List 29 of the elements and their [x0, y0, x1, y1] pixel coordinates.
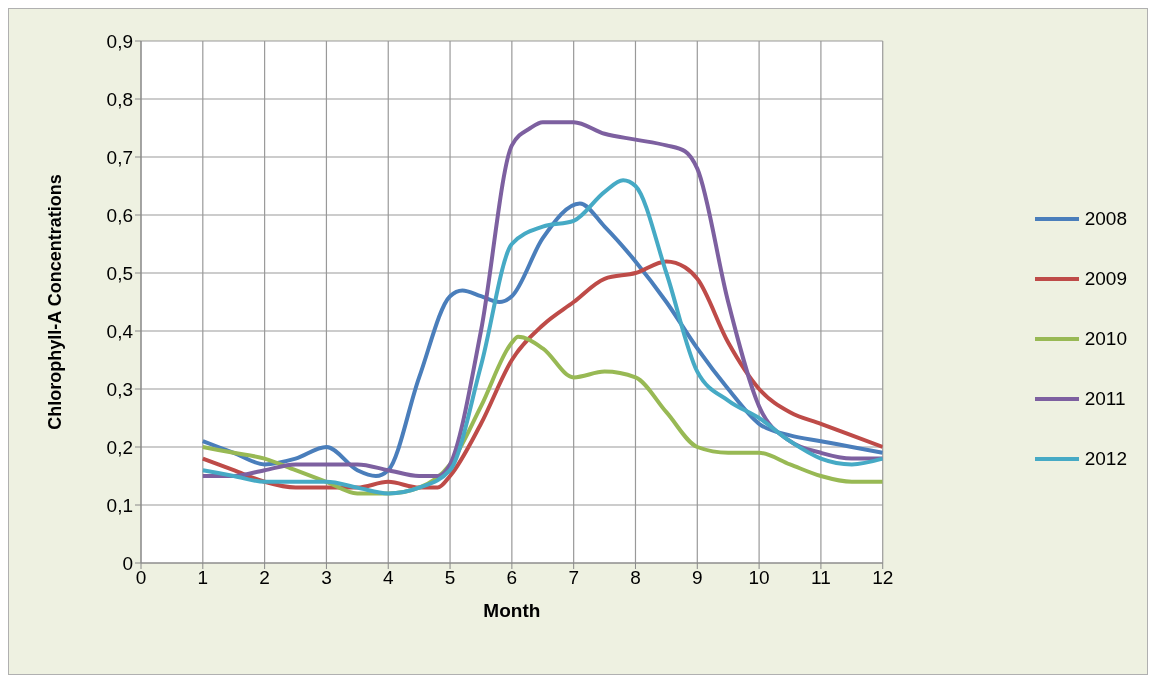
- x-tick-label: 5: [444, 567, 456, 589]
- y-axis-title: Chlorophyll-A Concentrations: [45, 174, 66, 430]
- y-tick-label: 0: [122, 552, 133, 574]
- y-tick-label: 0,1: [106, 494, 133, 516]
- x-tick-label: 11: [811, 567, 831, 589]
- x-tick-label: 7: [568, 567, 579, 589]
- y-tick-label: 0,4: [106, 320, 134, 342]
- x-tick-label: 10: [748, 567, 770, 589]
- y-tick-label: 0,3: [106, 378, 133, 400]
- y-tick-label: 0,6: [106, 204, 133, 226]
- x-tick-label: 2: [259, 567, 270, 589]
- y-tick-label: 0,5: [106, 262, 133, 284]
- legend-label: 2010: [1084, 328, 1127, 350]
- legend-label: 2008: [1084, 208, 1127, 230]
- x-tick-label: 6: [506, 567, 518, 589]
- x-tick-label: 1: [197, 567, 209, 589]
- legend-label: 2012: [1084, 448, 1127, 470]
- x-tick-label: 4: [382, 567, 394, 589]
- x-tick-label: 9: [692, 567, 703, 589]
- y-tick-label: 0,9: [106, 30, 133, 52]
- x-tick-label: 12: [872, 567, 894, 589]
- y-tick-label: 0,7: [106, 146, 133, 168]
- y-tick-label: 0,8: [106, 88, 133, 110]
- x-tick-label: 3: [321, 567, 332, 589]
- x-axis-title: Month: [483, 600, 541, 621]
- y-tick-label: 0,2: [106, 436, 133, 458]
- legend-label: 2009: [1084, 268, 1127, 290]
- x-tick-label: 8: [630, 567, 641, 589]
- legend-label: 2011: [1084, 388, 1126, 410]
